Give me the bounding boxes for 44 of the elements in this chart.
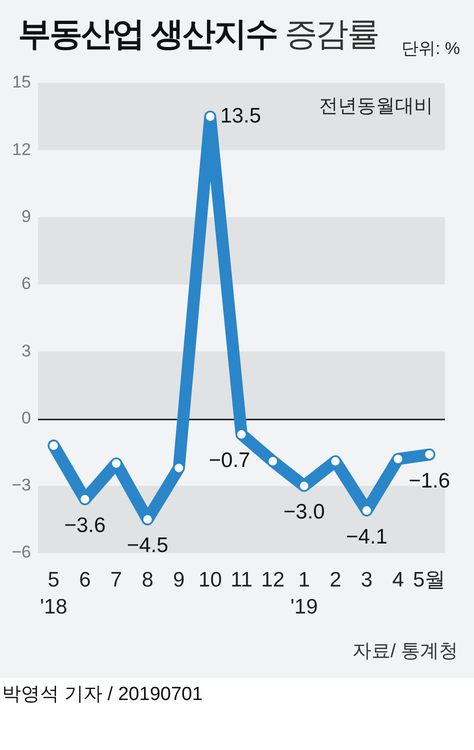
- point: [110, 458, 122, 470]
- x-tick-label: 5 '18: [40, 568, 68, 619]
- data-label: −4.5: [126, 534, 168, 558]
- x-tick-label: 12: [261, 568, 284, 592]
- point: [142, 514, 154, 526]
- x-tick-label: 1 '19: [290, 568, 318, 619]
- data-label: −3.6: [64, 514, 106, 538]
- x-tick-label: 6: [79, 568, 91, 592]
- chart-title: 부동산업 생산지수 증감률: [18, 15, 379, 52]
- point: [236, 428, 248, 440]
- y-tick-label: −6: [12, 542, 31, 562]
- y-tick-label: 9: [22, 206, 31, 226]
- x-tick-label: 5월: [413, 568, 446, 592]
- annotation: 전년동월대비: [319, 96, 433, 118]
- point: [79, 494, 91, 506]
- point: [424, 448, 436, 460]
- y-tick-label: −3: [12, 476, 31, 495]
- y-tick-label: 3: [22, 341, 31, 360]
- x-tick-label: 7: [110, 568, 122, 592]
- data-label: −1.6: [408, 469, 450, 492]
- y-tick-label: 12: [12, 140, 31, 159]
- data-label: −0.7: [208, 449, 250, 472]
- y-tick-label: 15: [12, 72, 31, 92]
- x-tick-label: 9: [173, 568, 185, 592]
- data-label: −3.0: [283, 500, 325, 524]
- point: [330, 455, 342, 467]
- x-tick-label: 4: [392, 568, 404, 592]
- x-tick-label: 3: [360, 568, 373, 592]
- point: [48, 440, 60, 452]
- y-tick-label: 6: [22, 274, 31, 294]
- data-label: −4.1: [346, 525, 388, 548]
- point: [298, 480, 310, 492]
- point: [204, 110, 216, 122]
- y-tick-label: 0: [22, 408, 31, 428]
- y-axis-title: 단위: %: [401, 39, 460, 59]
- text: 박영석 기자 / 20190701: [2, 684, 203, 706]
- x-tick-label: 2: [330, 568, 342, 592]
- point: [173, 462, 185, 474]
- text: 자료/ 통계청: [352, 641, 458, 663]
- x-tick-label: 8: [142, 568, 154, 592]
- data-label: 13.5: [220, 104, 262, 128]
- x-tick-label: 10: [198, 568, 222, 592]
- x-tick-label: 11: [230, 568, 252, 592]
- point: [392, 453, 404, 465]
